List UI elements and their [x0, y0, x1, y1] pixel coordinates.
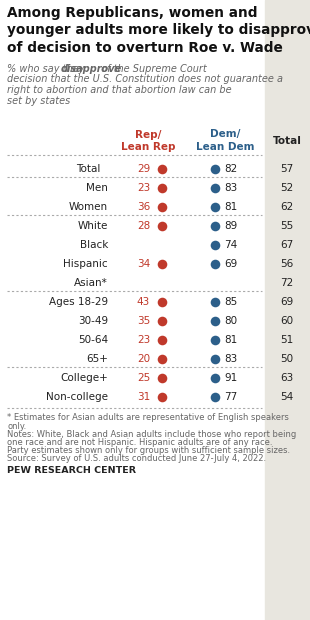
Bar	[265, 0, 310, 620]
Point	[213, 183, 218, 193]
Text: 63: 63	[280, 373, 294, 383]
Point	[213, 316, 218, 326]
Text: 30-49: 30-49	[78, 316, 108, 326]
Text: 91: 91	[224, 373, 237, 383]
Text: 83: 83	[224, 354, 237, 364]
Text: Notes: White, Black and Asian adults include those who report being: Notes: White, Black and Asian adults inc…	[7, 430, 296, 439]
Text: Among Republicans, women and
younger adults more likely to disapprove
of decisio: Among Republicans, women and younger adu…	[7, 6, 310, 55]
Text: 54: 54	[280, 392, 294, 402]
Text: 23: 23	[137, 183, 150, 193]
Text: 82: 82	[224, 164, 237, 174]
Point	[160, 259, 165, 269]
Text: 56: 56	[280, 259, 294, 269]
Point	[213, 164, 218, 174]
Point	[160, 164, 165, 174]
Point	[213, 297, 218, 307]
Text: 52: 52	[280, 183, 294, 193]
Text: 25: 25	[137, 373, 150, 383]
Point	[160, 183, 165, 193]
Text: 62: 62	[280, 202, 294, 212]
Point	[160, 392, 165, 402]
Text: Men: Men	[86, 183, 108, 193]
Text: Non-college: Non-college	[46, 392, 108, 402]
Text: Total: Total	[76, 164, 100, 174]
Text: of the Supreme Court: of the Supreme Court	[98, 64, 206, 74]
Text: Rep/
Lean Rep: Rep/ Lean Rep	[121, 130, 175, 151]
Text: 35: 35	[137, 316, 150, 326]
Text: 28: 28	[137, 221, 150, 231]
Text: Asian*: Asian*	[74, 278, 108, 288]
Text: 43: 43	[137, 297, 150, 307]
Text: 65+: 65+	[86, 354, 108, 364]
Text: 60: 60	[281, 316, 294, 326]
Text: * Estimates for Asian adults are representative of English speakers: * Estimates for Asian adults are represe…	[7, 414, 289, 422]
Point	[160, 354, 165, 364]
Text: right to abortion and that abortion law can be: right to abortion and that abortion law …	[7, 85, 232, 95]
Text: 74: 74	[224, 240, 237, 250]
Text: 23: 23	[137, 335, 150, 345]
Point	[160, 297, 165, 307]
Text: Ages 18-29: Ages 18-29	[49, 297, 108, 307]
Text: 31: 31	[137, 392, 150, 402]
Text: 34: 34	[137, 259, 150, 269]
Point	[160, 202, 165, 212]
Text: 69: 69	[224, 259, 237, 269]
Point	[213, 240, 218, 250]
Text: 20: 20	[137, 354, 150, 364]
Text: 36: 36	[137, 202, 150, 212]
Text: White: White	[78, 221, 108, 231]
Text: Women: Women	[69, 202, 108, 212]
Text: 72: 72	[280, 278, 294, 288]
Text: College+: College+	[60, 373, 108, 383]
Point	[160, 316, 165, 326]
Text: 81: 81	[224, 202, 237, 212]
Text: 81: 81	[224, 335, 237, 345]
Point	[160, 335, 165, 345]
Text: 57: 57	[280, 164, 294, 174]
Point	[160, 221, 165, 231]
Text: 85: 85	[224, 297, 237, 307]
Text: Total: Total	[272, 136, 301, 146]
Text: Black: Black	[80, 240, 108, 250]
Text: Hispanic: Hispanic	[63, 259, 108, 269]
Point	[213, 221, 218, 231]
Point	[213, 335, 218, 345]
Point	[213, 259, 218, 269]
Text: PEW RESEARCH CENTER: PEW RESEARCH CENTER	[7, 466, 136, 474]
Text: 67: 67	[280, 240, 294, 250]
Text: 50-64: 50-64	[78, 335, 108, 345]
Point	[160, 373, 165, 383]
Text: % who say they: % who say they	[7, 64, 87, 74]
Text: 29: 29	[137, 164, 150, 174]
Point	[213, 354, 218, 364]
Text: set by states: set by states	[7, 95, 70, 105]
Point	[213, 202, 218, 212]
Text: 89: 89	[224, 221, 237, 231]
Text: 55: 55	[280, 221, 294, 231]
Text: Source: Survey of U.S. adults conducted June 27-July 4, 2022.: Source: Survey of U.S. adults conducted …	[7, 454, 266, 463]
Text: 83: 83	[224, 183, 237, 193]
Point	[213, 392, 218, 402]
Text: 77: 77	[224, 392, 237, 402]
Text: 51: 51	[280, 335, 294, 345]
Text: 50: 50	[281, 354, 294, 364]
Text: decision that the U.S. Constitution does not guarantee a: decision that the U.S. Constitution does…	[7, 74, 283, 84]
Text: one race and are not Hispanic. Hispanic adults are of any race.: one race and are not Hispanic. Hispanic …	[7, 438, 272, 447]
Text: only.: only.	[7, 422, 26, 431]
Point	[213, 373, 218, 383]
Text: disapprove: disapprove	[60, 64, 122, 74]
Text: Party estimates shown only for groups with sufficient sample sizes.: Party estimates shown only for groups wi…	[7, 446, 290, 455]
Text: Dem/
Lean Dem: Dem/ Lean Dem	[196, 130, 254, 151]
Text: 69: 69	[280, 297, 294, 307]
Text: 80: 80	[224, 316, 237, 326]
